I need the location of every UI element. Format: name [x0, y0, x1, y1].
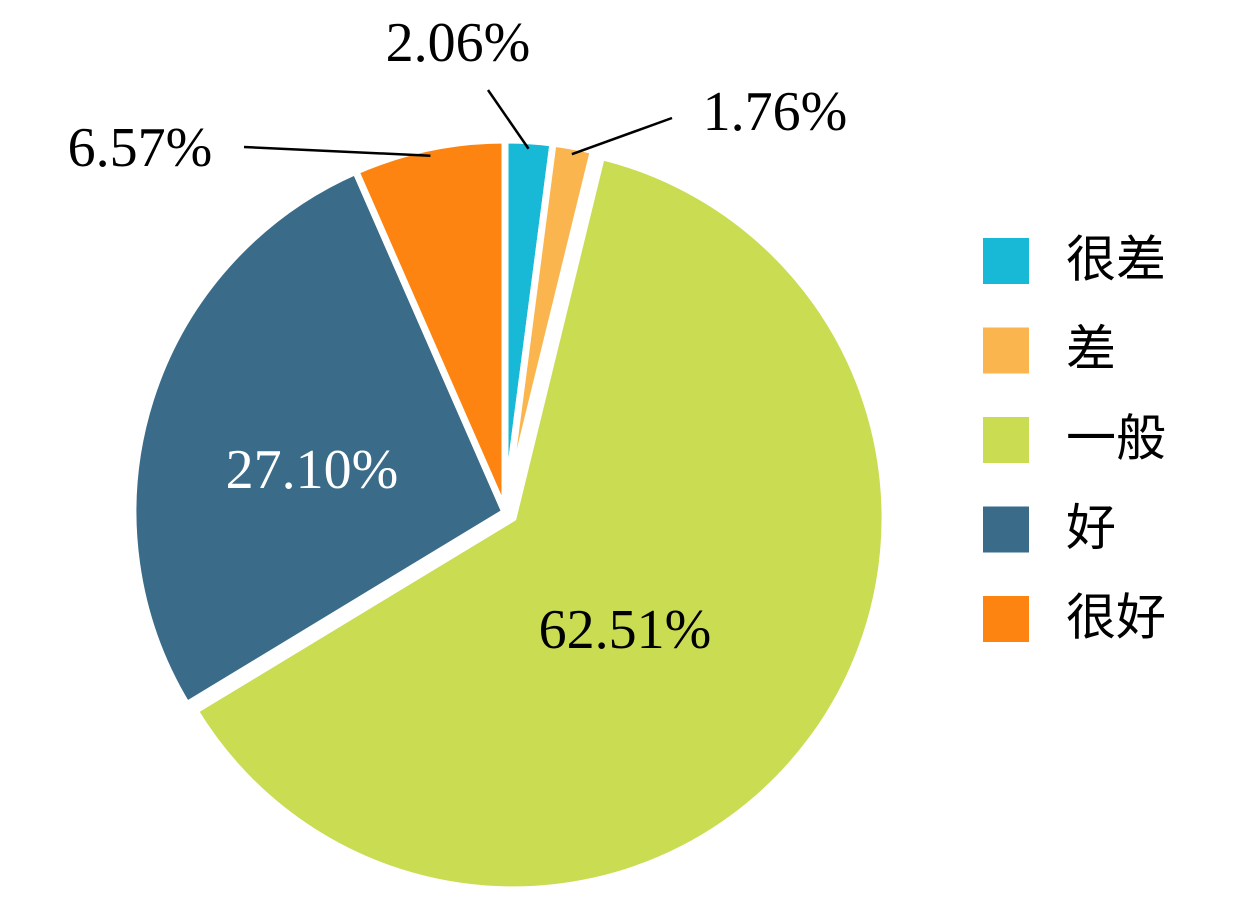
- value-label: 6.57%: [68, 117, 213, 179]
- legend-swatch: [983, 327, 1029, 374]
- pie-slice: [190, 152, 889, 894]
- legend-swatch: [983, 506, 1029, 553]
- legend-label: 很好: [1066, 589, 1166, 647]
- legend-label: 很差: [1066, 231, 1166, 289]
- legend-label: 一般: [1066, 410, 1166, 468]
- leader-line: [486, 89, 530, 150]
- value-label: 2.06%: [386, 12, 531, 74]
- pie-slice: [351, 136, 509, 514]
- pie-slice: [501, 139, 598, 513]
- value-label: 27.10%: [226, 439, 399, 501]
- value-label: 1.76%: [703, 81, 848, 143]
- legend-label: 好: [1066, 499, 1116, 557]
- leader-line: [243, 145, 431, 157]
- legend-swatch: [983, 596, 1029, 642]
- legend-label: 差: [1066, 320, 1116, 378]
- leader-line: [571, 116, 673, 156]
- legend-swatch: [983, 417, 1029, 463]
- value-label: 62.51%: [539, 599, 712, 661]
- legend-swatch: [983, 238, 1029, 284]
